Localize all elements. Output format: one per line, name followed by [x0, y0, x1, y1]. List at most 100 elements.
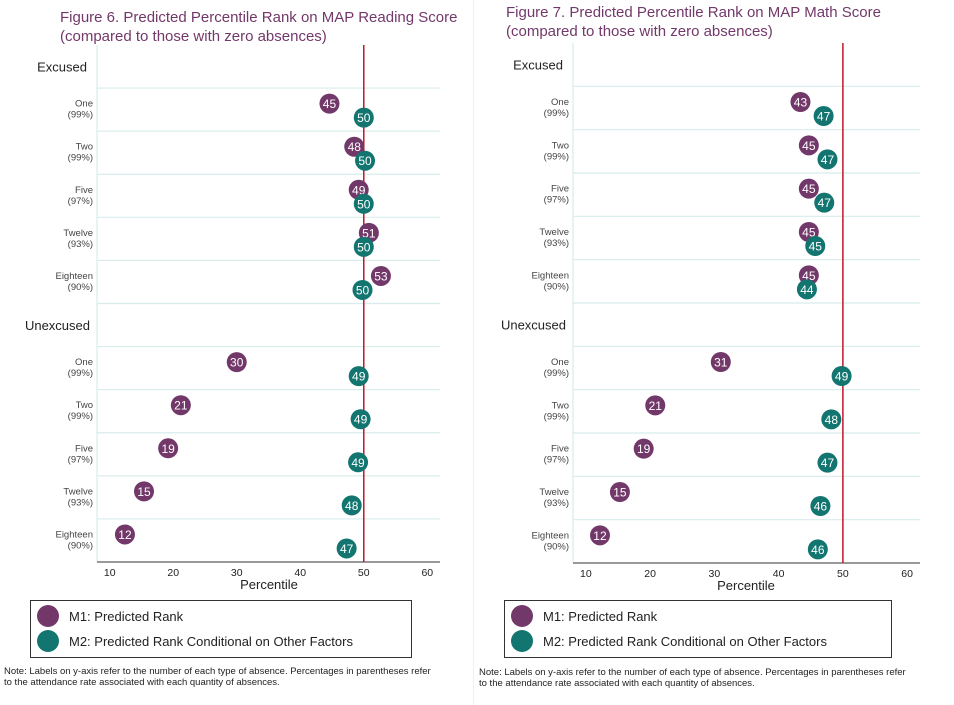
chart-title: Figure 7. Predicted Percentile Rank on M… — [506, 4, 881, 40]
m2-legend-marker-icon — [37, 630, 59, 652]
plot-area: 10 20 30 40 50 60PercentileExcusedOne(99%)434… — [501, 43, 920, 593]
x-tick-label: 20 — [644, 568, 656, 580]
x-tick-label: 10 — [580, 568, 592, 580]
x-tick-label: 40 — [294, 567, 306, 579]
category-sublabel: (97%) — [68, 196, 93, 207]
category-sublabel: (99%) — [68, 153, 93, 164]
m2-point — [813, 106, 834, 126]
m2-point-label: 48 — [825, 413, 839, 427]
m1-point-label: 15 — [137, 485, 151, 499]
legend: M1: Predicted Rank M2: Predicted Rank Co… — [30, 600, 412, 658]
m2-point — [805, 236, 826, 256]
category-sublabel: (99%) — [544, 411, 569, 422]
m1-point — [344, 136, 365, 157]
m2-point-label: 49 — [835, 370, 849, 384]
plot-area: 10 20 30 40 50 60PercentileExcusedOne(99%)455… — [25, 45, 440, 592]
legend-item-m2: M2: Predicted Rank Conditional on Other … — [37, 629, 353, 653]
m2-point-label: 44 — [800, 283, 814, 297]
category-label: One — [551, 357, 569, 368]
figure-6-reading: Figure 6. Predicted Percentile Rank on M… — [0, 0, 470, 705]
m1-point-label: 31 — [714, 356, 728, 370]
category-sublabel: (90%) — [68, 540, 93, 551]
m1-point-label: 45 — [802, 226, 816, 240]
category-label: One — [551, 97, 569, 108]
m2-point-label: 46 — [814, 500, 828, 514]
m1-point-label: 21 — [174, 399, 188, 413]
footnote: Note: Labels on y-axis refer to the numb… — [4, 666, 431, 688]
m2-point-label: 50 — [358, 154, 372, 168]
category-sublabel: (99%) — [544, 151, 569, 162]
m2-point-label: 49 — [351, 456, 365, 470]
category-label: Twelve — [63, 228, 93, 239]
x-tick-label: 40 — [773, 568, 785, 580]
m2-point — [817, 149, 838, 170]
m1-point — [158, 438, 179, 459]
m2-point — [353, 107, 374, 128]
category-sublabel: (99%) — [68, 411, 93, 422]
m1-point — [609, 482, 630, 502]
category-label: Eighteen — [531, 530, 569, 541]
category-label: Five — [551, 444, 569, 455]
legend-item-m1: M1: Predicted Rank — [37, 604, 183, 628]
category-label: Five — [75, 185, 93, 196]
legend: M1: Predicted Rank M2: Predicted Rank Co… — [504, 600, 892, 658]
m1-point-label: 45 — [802, 139, 816, 153]
category-sublabel: (90%) — [544, 541, 569, 552]
m1-point-label: 12 — [118, 528, 132, 542]
legend-label-m2: M2: Predicted Rank Conditional on Other … — [69, 633, 353, 649]
m2-point-label: 50 — [356, 283, 370, 297]
m1-point — [589, 525, 610, 546]
m1-point — [226, 352, 247, 373]
m1-point — [633, 438, 654, 459]
category-label: One — [75, 357, 93, 368]
m2-point — [353, 193, 374, 214]
category-sublabel: (90%) — [544, 281, 569, 292]
group-label: Excused — [37, 60, 87, 75]
m2-point — [348, 366, 369, 387]
m1-point — [319, 93, 340, 114]
category-sublabel: (99%) — [68, 368, 93, 379]
m2-point — [336, 538, 357, 559]
m1-point-label: 48 — [348, 140, 362, 154]
x-tick-label: 60 — [421, 567, 433, 579]
footnote: Note: Labels on y-axis refer to the numb… — [479, 667, 906, 689]
x-tick-label: 20 — [167, 567, 179, 579]
group-label: Unexcused — [501, 318, 566, 333]
m2-point-label: 47 — [340, 542, 354, 556]
category-sublabel: (97%) — [68, 454, 93, 465]
m2-point-label: 47 — [818, 196, 832, 210]
group-label: Unexcused — [25, 318, 90, 333]
x-tick-label: 10 — [104, 567, 116, 579]
category-sublabel: (99%) — [68, 110, 93, 121]
category-sublabel: (99%) — [544, 108, 569, 119]
x-axis-title: Percentile — [240, 577, 298, 592]
m1-point — [798, 135, 819, 156]
m2-point-label: 50 — [357, 197, 371, 211]
m2-point — [821, 409, 842, 430]
m1-point-label: 45 — [802, 182, 816, 196]
m1-point — [170, 395, 191, 416]
m1-point — [710, 352, 731, 372]
m2-point — [810, 496, 831, 516]
x-tick-label: 30 — [231, 567, 243, 579]
m2-legend-marker-icon — [511, 630, 533, 652]
m1-point-label: 15 — [613, 486, 627, 500]
category-label: Five — [75, 443, 93, 454]
m1-point — [645, 395, 666, 416]
category-label: Eighteen — [55, 271, 93, 282]
category-sublabel: (97%) — [544, 455, 569, 466]
m2-point-label: 47 — [821, 153, 835, 167]
x-tick-label: 30 — [709, 568, 721, 580]
m2-point — [814, 192, 835, 213]
legend-label-m1: M1: Predicted Rank — [69, 608, 184, 624]
m1-legend-marker-icon — [511, 605, 533, 627]
m2-point-label: 46 — [811, 543, 825, 557]
m2-point-label: 49 — [352, 370, 366, 384]
category-sublabel: (93%) — [544, 238, 569, 249]
legend-label-m1: M1: Predicted Rank — [543, 608, 658, 624]
panel-divider — [473, 0, 474, 705]
category-label: Two — [552, 140, 569, 151]
category-label: Two — [76, 142, 93, 153]
x-tick-label: 60 — [901, 568, 913, 580]
m2-point — [348, 452, 369, 473]
